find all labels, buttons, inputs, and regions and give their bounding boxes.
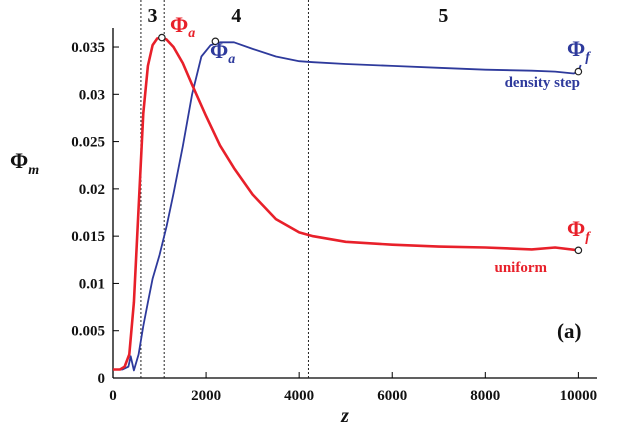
phi-f-density-annotation: Φf [567,36,591,65]
y-tick-label: 0.035 [71,40,105,56]
phi-f-uniform-symbol: Φ [567,216,585,241]
phi-f-density-symbol: Φ [567,36,585,61]
x-axis-label: z [340,405,349,427]
y-tick-label: 0.02 [79,182,105,198]
phi-a-uniform-symbol: Φ [170,12,188,37]
y-tick-label: 0.015 [71,229,105,245]
x-tick-label: 4000 [284,388,314,404]
phi-a-density-annotation: Φa [210,38,235,67]
x-tick-label: 6000 [377,388,407,404]
x-tick-label: 8000 [470,388,500,404]
phi-f-density-subscript: f [585,50,591,65]
annotations: 3 4 5 Φm z Φa Φa Φf Φf density step unif… [10,5,591,427]
series-lines [113,36,582,372]
x-tick-label: 2000 [191,388,221,404]
phi-a-density-symbol: Φ [210,38,228,63]
point-marker [574,246,583,255]
y-tick-label: 0.03 [79,87,105,103]
region-label-3: 3 [148,5,158,27]
x-tick-label: 10000 [560,388,598,404]
y-tick-label: 0.01 [79,276,105,292]
region-dividers [140,0,309,378]
y-tick-label: 0 [98,371,106,387]
phi-a-uniform-subscript: a [188,26,195,41]
region-label-4: 4 [231,5,241,27]
y-tick-label: 0.005 [71,324,105,340]
panel-label: (a) [557,319,582,343]
axes [112,28,597,379]
point-marker [574,67,583,76]
point-marker [158,33,166,42]
y-axis-subscript: m [28,163,39,178]
y-axis-label: Φm [10,148,39,178]
series-label-density-step: density step [505,75,580,91]
region-label-5: 5 [438,5,448,27]
series-line-density-step [113,41,582,372]
phi-f-uniform-annotation: Φf [567,216,591,245]
phi-f-uniform-subscript: f [585,230,591,245]
series-line-uniform [113,36,579,371]
point-marker [211,37,220,46]
point-markers [158,33,583,255]
phi-a-density-subscript: a [228,52,235,67]
phi-a-uniform-annotation: Φa [170,12,195,41]
tick-labels: 0 0.005 0.01 0.015 0.02 0.025 0.03 0.035 0 2000 40… [71,40,597,404]
x-tick-label: 0 [109,388,117,404]
y-axis-symbol: Φ [10,148,28,173]
y-tick-label: 0.025 [71,135,105,151]
series-label-uniform: uniform [495,260,548,276]
